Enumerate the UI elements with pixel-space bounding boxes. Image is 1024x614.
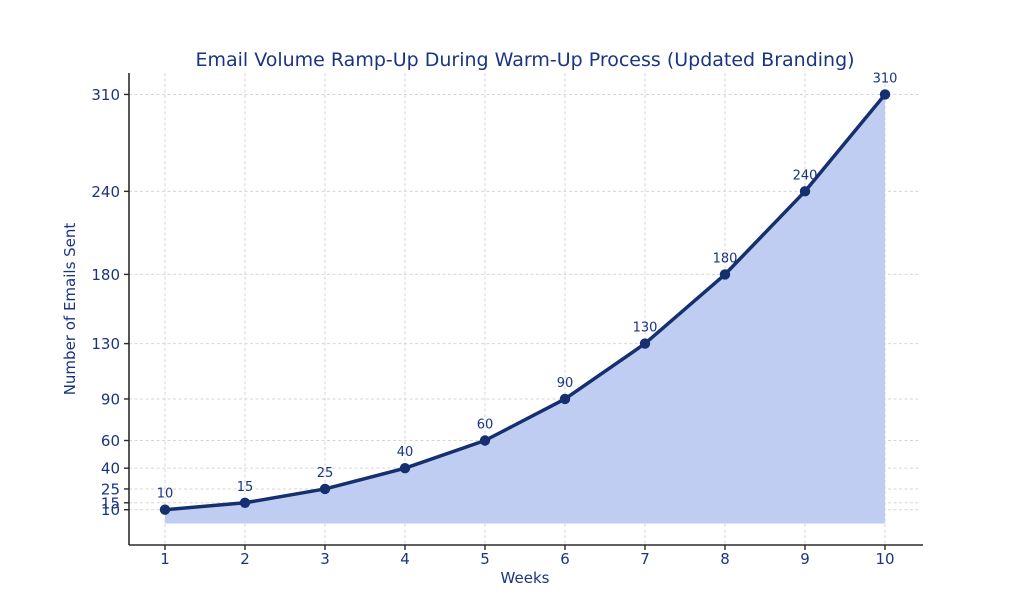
x-tick-label: 9 bbox=[800, 550, 810, 568]
y-tick-label: 25 bbox=[101, 480, 120, 498]
x-tick-label: 3 bbox=[320, 550, 330, 568]
x-tick-label: 6 bbox=[560, 550, 570, 568]
data-point-marker bbox=[799, 186, 811, 197]
area-fill-layer bbox=[165, 94, 885, 524]
y-tick-label: 40 bbox=[101, 460, 120, 478]
point-value-label: 90 bbox=[557, 376, 574, 391]
y-tick-label: 240 bbox=[91, 183, 120, 201]
point-label-layer: 10 15 25 40 60 90 130 180 240 310 bbox=[157, 71, 898, 501]
point-value-label: 25 bbox=[317, 466, 334, 481]
line-layer bbox=[163, 92, 887, 512]
chart-title: Email Volume Ramp-Up During Warm-Up Proc… bbox=[195, 49, 854, 71]
y-tick-label: 10 bbox=[101, 501, 120, 519]
data-point-marker bbox=[559, 393, 571, 405]
point-value-label: 15 bbox=[237, 480, 254, 495]
y-tick-label: 90 bbox=[101, 390, 120, 408]
x-tick-label: 8 bbox=[720, 550, 730, 568]
marker-layer bbox=[159, 89, 891, 515]
x-tick-label: 7 bbox=[640, 550, 650, 568]
data-point-marker bbox=[719, 269, 731, 280]
data-line bbox=[163, 92, 887, 512]
x-tick-label: 1 bbox=[160, 550, 170, 568]
x-tick-label: 4 bbox=[400, 550, 410, 568]
y-axis-label: Number of Emails Sent bbox=[61, 223, 79, 396]
data-point-marker bbox=[639, 338, 651, 349]
point-value-label: 180 bbox=[713, 251, 738, 266]
point-value-label: 40 bbox=[397, 445, 414, 460]
y-tick-label: 310 bbox=[91, 86, 120, 104]
point-value-label: 240 bbox=[793, 168, 818, 183]
data-point-marker bbox=[239, 497, 251, 508]
y-tick-label: 180 bbox=[91, 266, 120, 284]
data-point-marker bbox=[879, 89, 891, 100]
point-value-label: 60 bbox=[477, 417, 494, 432]
x-tick-label: 2 bbox=[240, 550, 250, 568]
data-point-marker bbox=[399, 462, 411, 474]
area-fill bbox=[165, 94, 885, 524]
data-point-marker bbox=[319, 483, 331, 495]
x-axis-label: Weeks bbox=[501, 569, 550, 587]
y-tick-label: 60 bbox=[101, 432, 120, 450]
data-point-marker bbox=[159, 504, 171, 515]
y-tick-label: 15 bbox=[101, 494, 120, 512]
x-tick-label: 10 bbox=[875, 550, 894, 568]
data-point-marker bbox=[479, 435, 491, 446]
y-tick-label: 130 bbox=[91, 335, 120, 353]
point-value-label: 130 bbox=[633, 321, 658, 336]
point-value-label: 310 bbox=[873, 71, 898, 86]
x-tick-label: 5 bbox=[480, 550, 490, 568]
point-value-label: 10 bbox=[157, 487, 174, 502]
